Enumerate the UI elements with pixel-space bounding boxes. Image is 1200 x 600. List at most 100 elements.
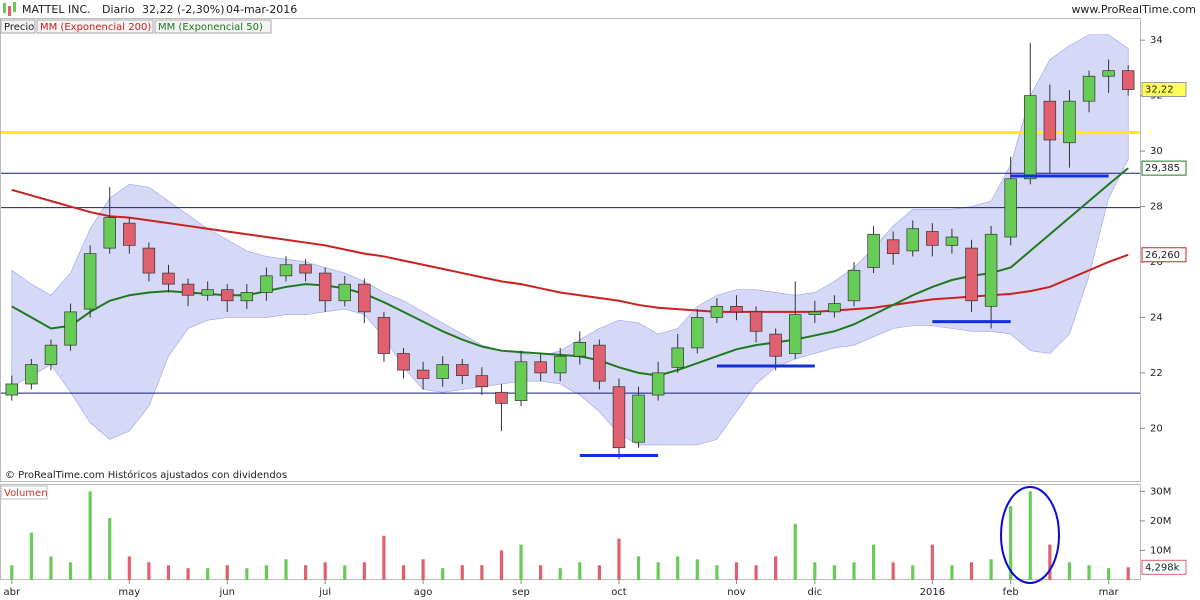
volume-bar [401, 565, 406, 580]
volume-bar [676, 556, 680, 580]
volume-bar [1107, 568, 1111, 580]
highlight-ellipse [1000, 486, 1060, 584]
volume-bar [754, 565, 758, 580]
legend-entry: Precio [4, 22, 34, 33]
volume-bar [147, 562, 151, 580]
candle-body [436, 364, 449, 379]
volume-bar [186, 568, 190, 580]
candle-body [495, 391, 508, 404]
volume-bar [88, 491, 92, 580]
candle-body [612, 386, 626, 449]
candle-body [553, 355, 567, 374]
volume-bar [597, 565, 601, 580]
volume-bar [519, 544, 523, 580]
candle-body [1024, 95, 1037, 180]
candle-body [847, 269, 861, 302]
volume-bar [558, 568, 562, 580]
candle-body [671, 347, 684, 368]
candle-body [710, 305, 724, 318]
chart-title: MATTEL INC. [22, 3, 91, 16]
volume-bar [29, 532, 33, 580]
logo [13, 2, 16, 12]
volume-bar [382, 535, 386, 580]
candle-body [651, 372, 665, 396]
y-tick-label: 22 [1150, 368, 1163, 379]
volume-bar [225, 565, 229, 580]
volume-bar [499, 550, 504, 580]
quote: 32,22 (-2,30%) [142, 3, 224, 16]
candle-body [64, 311, 77, 346]
volume-bar [1028, 491, 1032, 580]
x-tick-label: jun [219, 587, 235, 598]
candle-body [789, 314, 802, 354]
candle-body [573, 342, 587, 357]
candle-body [1121, 70, 1135, 90]
candle-body [514, 361, 528, 401]
volume-bar [1009, 506, 1013, 580]
x-tick-label: dic [808, 587, 823, 598]
candle-body [691, 317, 704, 349]
candle-body [221, 289, 234, 302]
last-value-label: 29,385 [1145, 163, 1180, 174]
logo [3, 3, 6, 13]
volume-bar [969, 562, 974, 580]
candle-body [984, 233, 998, 307]
volume-bar [813, 562, 817, 580]
x-tick-label: nov [727, 587, 745, 598]
volume-bar [284, 559, 288, 580]
volume-bar [127, 556, 131, 580]
y-tick-label: 30M [1150, 486, 1171, 497]
volume-bar [911, 565, 915, 580]
volume-title-box [0, 485, 48, 500]
candle-body [886, 239, 900, 255]
y-tick-label: 10M [1150, 545, 1171, 556]
volume-bar [617, 538, 621, 580]
moving-average [11, 188, 1129, 313]
volume-bar [793, 523, 797, 580]
footnote: © ProRealTime.com Históricos ajustados c… [5, 469, 287, 481]
volume-bar [989, 559, 993, 580]
volume-bar [1126, 567, 1130, 580]
y-tick-label: 28 [1150, 202, 1163, 213]
x-tick-label: may [118, 587, 140, 598]
x-tick-label: abr [3, 587, 20, 598]
last-value-label: 32,22 [1145, 85, 1174, 96]
volume-bar [832, 565, 837, 580]
volume-bar [1087, 565, 1091, 580]
legend-box [36, 19, 154, 34]
candle-body [593, 344, 606, 382]
x-tick-label: sep [512, 587, 530, 598]
y-tick-label: 20M [1150, 516, 1171, 527]
candle-body [44, 344, 58, 365]
date: 04-mar-2016 [226, 3, 297, 16]
plot-layer: 2022242628303234PrecioMM (Exponencial 20… [0, 19, 1187, 598]
candle-body [25, 364, 38, 385]
candle-body [181, 283, 195, 296]
volume-bar [871, 544, 876, 580]
candle-body [358, 283, 371, 313]
volume-bar [108, 517, 112, 580]
candle-body [965, 247, 978, 302]
candle-body [475, 375, 489, 388]
y-tick-label: 30 [1150, 146, 1163, 157]
candle-body [162, 272, 175, 285]
volume-bar [656, 562, 660, 580]
candle-body [299, 264, 312, 274]
volume-bar [303, 565, 308, 580]
volume-bar [264, 565, 269, 580]
volume-panel [0, 484, 1141, 580]
candle-body [828, 303, 841, 313]
volume-bar [206, 568, 210, 580]
last-value-label: 4,298k [1145, 562, 1180, 573]
candle-body [318, 272, 332, 302]
candle-body [1082, 75, 1096, 102]
volume-bar [734, 562, 739, 580]
price-panel [0, 18, 1141, 482]
volume-bar [49, 556, 53, 580]
volume-bar [578, 562, 582, 580]
volume-bar [480, 565, 484, 580]
header: MATTEL INC. Diario 32,22 (-2,30%) 04-mar… [0, 2, 1196, 584]
volume-bar [441, 568, 445, 580]
legend-entry: MM (Exponencial 50) [158, 22, 263, 33]
moving-average [11, 167, 1129, 377]
